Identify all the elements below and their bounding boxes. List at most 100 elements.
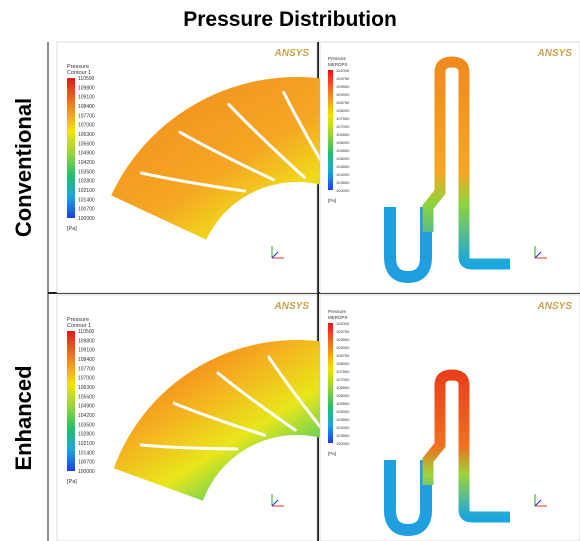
legend-tick-label: 108400 bbox=[78, 104, 95, 110]
legend-unit: [Pa] bbox=[67, 479, 77, 485]
legend-tick-label: 107000 bbox=[78, 123, 95, 129]
legend-tick-label: 106000 bbox=[336, 393, 350, 398]
legend-tick-label: 110000 bbox=[336, 68, 350, 73]
legend-tick-label: 106500 bbox=[336, 385, 350, 390]
legend-tick-label: 100000 bbox=[336, 441, 350, 446]
legend-tick-label: 103500 bbox=[78, 169, 95, 175]
legend-tick-label: 106300 bbox=[78, 385, 95, 391]
legend-tick-label: 109000 bbox=[336, 92, 350, 97]
legend-title: Pressure bbox=[328, 56, 347, 61]
legend-title: Pressure bbox=[67, 317, 89, 323]
legend-tick-label: 109100 bbox=[78, 95, 95, 101]
legend-tick-label: 102800 bbox=[78, 179, 95, 185]
legend-tick-label: 106500 bbox=[336, 132, 350, 137]
legend-subtitle: MEROPS bbox=[328, 315, 348, 320]
axis-triad bbox=[534, 251, 542, 259]
panel-background bbox=[319, 294, 580, 541]
axis-triad bbox=[534, 499, 542, 507]
legend-tick-label: 105000 bbox=[336, 409, 350, 414]
legend-tick-label: 107700 bbox=[78, 366, 95, 372]
legend-tick-label: 109100 bbox=[78, 348, 95, 354]
legend-tick-label: 109800 bbox=[78, 85, 95, 91]
legend-tick-label: 105500 bbox=[336, 148, 350, 153]
legend-tick-label: 104900 bbox=[78, 404, 95, 410]
impeller-blade bbox=[267, 355, 328, 436]
legend-tick-label: 103500 bbox=[78, 422, 95, 428]
inlet-u-pipe bbox=[384, 460, 432, 537]
legend-tick-label: 110000 bbox=[336, 321, 350, 326]
row-label: Conventional bbox=[11, 98, 36, 237]
legend-tick-label: 100000 bbox=[78, 469, 95, 475]
legend-tick-label: 104200 bbox=[78, 160, 95, 166]
color-bar bbox=[67, 78, 75, 218]
legend-tick-label: 104000 bbox=[336, 425, 350, 430]
legend-tick-label: 105600 bbox=[78, 394, 95, 400]
impeller-blade bbox=[172, 401, 267, 437]
color-bar bbox=[328, 70, 333, 190]
inlet-u-pipe bbox=[384, 207, 432, 284]
legend-tick-label: 109000 bbox=[336, 345, 350, 350]
legend-tick-label: 107000 bbox=[336, 124, 350, 129]
legend-tick-label: 103500 bbox=[336, 180, 350, 185]
legend-tick-label: 108750 bbox=[336, 100, 350, 105]
brand-logo: ANSYS bbox=[537, 301, 573, 312]
axis-triad bbox=[271, 499, 279, 507]
panel-background bbox=[319, 41, 580, 294]
legend-unit: [Pa] bbox=[328, 451, 336, 456]
color-bar bbox=[328, 323, 333, 443]
legend-tick-label: 100700 bbox=[78, 460, 95, 466]
color-bar bbox=[67, 331, 75, 471]
figure-title: Pressure Distribution bbox=[183, 8, 397, 31]
legend-tick-label: 101400 bbox=[78, 197, 95, 203]
legend-tick-label: 108400 bbox=[78, 357, 95, 363]
impeller-blade bbox=[178, 130, 275, 182]
legend-tick-label: 109750 bbox=[336, 329, 350, 334]
brand-logo: ANSYS bbox=[274, 48, 310, 59]
legend-subtitle: Contour 1 bbox=[67, 323, 91, 329]
legend-tick-label: 109500 bbox=[336, 84, 350, 89]
legend-tick-label: 103500 bbox=[336, 433, 350, 438]
legend-tick-label: 108000 bbox=[336, 361, 350, 366]
legend-tick-label: 109750 bbox=[336, 76, 350, 81]
legend-tick-label: 105600 bbox=[78, 141, 95, 147]
legend-tick-label: 109500 bbox=[336, 337, 350, 342]
legend-tick-label: 102100 bbox=[78, 188, 95, 194]
legend-tick-label: 108750 bbox=[336, 353, 350, 358]
impeller-blade bbox=[139, 171, 246, 193]
legend-tick-label: 107000 bbox=[78, 376, 95, 382]
legend-tick-label: 110500 bbox=[78, 76, 95, 82]
legend-title: Pressure bbox=[328, 309, 347, 314]
legend-tick-label: 104500 bbox=[336, 417, 350, 422]
legend-tick-label: 104900 bbox=[78, 151, 95, 157]
axis-triad bbox=[271, 251, 279, 259]
legend-tick-label: 101400 bbox=[78, 450, 95, 456]
legend-unit: [Pa] bbox=[328, 198, 336, 203]
legend-tick-label: 105500 bbox=[336, 401, 350, 406]
legend-tick-label: 110500 bbox=[78, 329, 95, 335]
legend-subtitle: Contour 1 bbox=[67, 70, 91, 76]
impeller-blade bbox=[227, 103, 306, 179]
legend-tick-label: 100700 bbox=[78, 207, 95, 213]
legend-tick-label: 100000 bbox=[336, 188, 350, 193]
legend-tick-label: 104000 bbox=[336, 172, 350, 177]
impeller-domain bbox=[111, 77, 374, 240]
legend-tick-label: 109800 bbox=[78, 338, 95, 344]
impeller-domain bbox=[113, 339, 371, 501]
legend-title: Pressure bbox=[67, 64, 89, 70]
legend-tick-label: 100000 bbox=[78, 216, 95, 222]
riser-pipe bbox=[422, 369, 510, 523]
brand-logo: ANSYS bbox=[274, 301, 310, 312]
legend-tick-label: 106300 bbox=[78, 132, 95, 138]
legend-tick-label: 104500 bbox=[336, 164, 350, 169]
legend-tick-label: 102100 bbox=[78, 441, 95, 447]
legend-tick-label: 107500 bbox=[336, 369, 350, 374]
legend-tick-label: 107700 bbox=[78, 113, 95, 119]
legend-tick-label: 106000 bbox=[336, 140, 350, 145]
legend-tick-label: 107000 bbox=[336, 377, 350, 382]
legend-tick-label: 105000 bbox=[336, 156, 350, 161]
legend-tick-label: 107500 bbox=[336, 116, 350, 121]
